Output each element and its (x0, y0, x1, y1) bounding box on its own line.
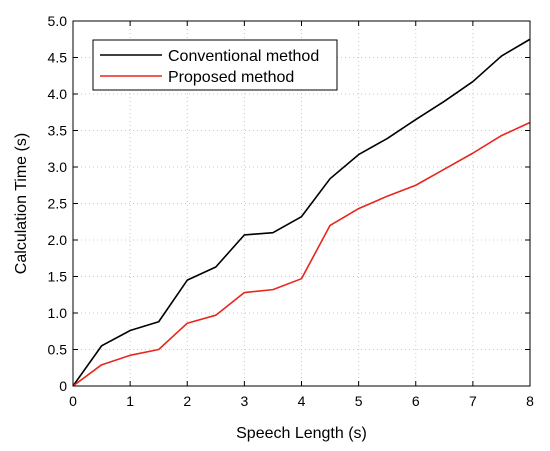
y-tick-label: 2.0 (48, 232, 68, 248)
x-tick-label: 6 (412, 393, 420, 409)
y-tick-label: 5.0 (48, 13, 68, 29)
x-tick-label: 2 (183, 393, 191, 409)
y-tick-label: 2.5 (48, 196, 68, 212)
y-tick-label: 1.0 (48, 305, 68, 321)
legend-box (92, 39, 338, 91)
x-tick-label: 7 (469, 393, 477, 409)
y-tick-label: 3.5 (48, 123, 68, 139)
y-tick-label: 4.5 (48, 50, 68, 66)
x-tick-label: 8 (526, 393, 534, 409)
x-tick-label: 4 (298, 393, 306, 409)
x-axis-label: Speech Length (s) (236, 425, 367, 442)
x-tick-label: 5 (355, 393, 363, 409)
x-tick-label: 1 (126, 393, 134, 409)
legend-entry-conventional: Conventional method (168, 48, 319, 65)
y-tick-label: 3.0 (48, 159, 68, 175)
y-tick-label: 4.0 (48, 86, 68, 102)
y-tick-label: 0 (59, 378, 67, 394)
series-line-proposed (72, 121, 531, 387)
series-line-conventional (72, 38, 531, 387)
x-tick-label: 3 (240, 393, 248, 409)
y-tick-label: 0.5 (48, 342, 68, 358)
y-axis-label: Calculation Time (s) (13, 133, 30, 274)
legend-entry-proposed: Proposed method (168, 69, 294, 86)
x-tick-label: 0 (69, 393, 77, 409)
legend: Conventional method Proposed method (92, 39, 338, 91)
y-tick-label: 1.5 (48, 269, 68, 285)
series-lines (72, 38, 531, 387)
axis-ticks: 0 1 2 3 4 5 6 7 8 0 0.5 1.0 1.5 2.0 2.5 3.0 3.5 4.0 4.5 5.0 (48, 13, 535, 409)
